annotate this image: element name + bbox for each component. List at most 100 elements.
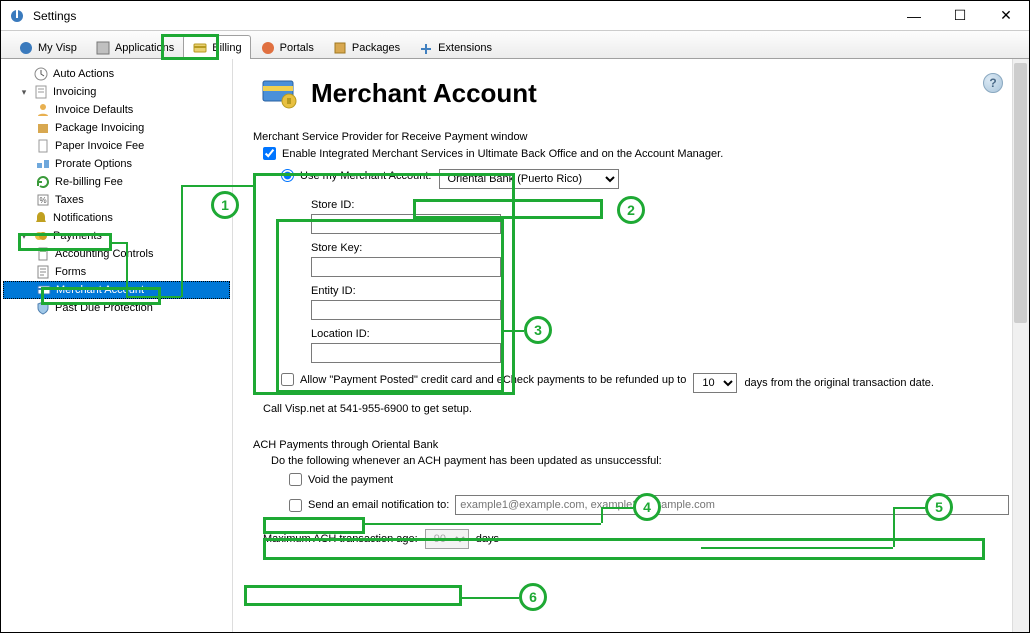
top-tabs: My Visp Applications Billing Portals Pac… xyxy=(1,31,1029,59)
minimize-button[interactable]: — xyxy=(891,1,937,30)
tab-applications[interactable]: Applications xyxy=(86,35,183,59)
field-label: Store Key: xyxy=(311,242,1009,254)
scrollbar[interactable] xyxy=(1012,59,1029,632)
invoice-icon xyxy=(33,84,49,100)
use-account-radio[interactable]: Use my Merchant Account: xyxy=(281,169,431,182)
bell-icon xyxy=(33,210,49,226)
titlebar: Settings — ☐ ✕ xyxy=(1,1,1029,31)
close-button[interactable]: ✕ xyxy=(983,1,1029,30)
visp-icon xyxy=(18,40,34,56)
store-key-input[interactable] xyxy=(311,257,501,277)
enable-merchant-checkbox[interactable]: Enable Integrated Merchant Services in U… xyxy=(263,147,723,160)
store-id-input[interactable] xyxy=(311,214,501,234)
billing-icon xyxy=(192,40,208,56)
person-icon xyxy=(35,102,51,118)
allow-refund-pre: Allow "Payment Posted" credit card and e… xyxy=(300,374,686,386)
payments-icon xyxy=(33,228,49,244)
applications-icon xyxy=(95,40,111,56)
tab-extensions[interactable]: Extensions xyxy=(409,35,501,59)
void-label: Void the payment xyxy=(308,474,393,486)
store-id-field: Store ID: xyxy=(311,199,1009,234)
settings-tree[interactable]: Auto Actions ▾ Invoicing Invoice Default… xyxy=(1,59,233,632)
location-id-field: Location ID: xyxy=(311,328,1009,363)
void-payment-checkbox-input[interactable] xyxy=(289,473,302,486)
caret-icon: ▾ xyxy=(19,231,29,241)
ach-section-title: ACH Payments through Oriental Bank xyxy=(253,439,1009,451)
tree-invoice-defaults[interactable]: Invoice Defaults xyxy=(3,101,230,119)
field-label: Location ID: xyxy=(311,328,1009,340)
help-icon[interactable]: ? xyxy=(983,73,1003,93)
tax-icon: % xyxy=(35,192,51,208)
allow-refund-checkbox[interactable]: Allow "Payment Posted" credit card and e… xyxy=(281,373,686,386)
email-label: Send an email notification to: xyxy=(308,499,449,511)
max-age-select: 90 xyxy=(425,529,469,549)
field-label: Store ID: xyxy=(311,199,1009,211)
tree-label: Auto Actions xyxy=(53,68,114,80)
scrollbar-thumb[interactable] xyxy=(1014,63,1027,323)
allow-refund-checkbox-input[interactable] xyxy=(281,373,294,386)
window-title: Settings xyxy=(33,9,891,23)
svg-text:%: % xyxy=(39,196,46,205)
use-account-label: Use my Merchant Account: xyxy=(300,170,431,182)
ach-section: ACH Payments through Oriental Bank Do th… xyxy=(253,439,1009,549)
shield-icon xyxy=(35,300,51,316)
tree-taxes[interactable]: % Taxes xyxy=(3,191,230,209)
tree-forms[interactable]: Forms xyxy=(3,263,230,281)
email-notify-checkbox-input[interactable] xyxy=(289,499,302,512)
tab-billing[interactable]: Billing xyxy=(183,35,250,59)
provider-section-title: Merchant Service Provider for Receive Pa… xyxy=(253,131,1009,143)
tab-label: Applications xyxy=(115,42,174,54)
tree-label: Past Due Protection xyxy=(55,302,153,314)
tree-auto-actions[interactable]: Auto Actions xyxy=(3,65,230,83)
tree-merchant-account[interactable]: Merchant Account xyxy=(3,281,230,299)
ach-instruction: Do the following whenever an ACH payment… xyxy=(253,455,1009,467)
tree-past-due-protection[interactable]: Past Due Protection xyxy=(3,299,230,317)
tab-portals[interactable]: Portals xyxy=(251,35,323,59)
void-payment-checkbox[interactable]: Void the payment xyxy=(289,473,393,486)
tree-label: Invoice Defaults xyxy=(55,104,133,116)
page-header: Merchant Account xyxy=(259,73,1009,113)
merchant-account-select[interactable]: Oriental Bank (Puerto Rico) xyxy=(439,169,619,189)
tree-rebilling-fee[interactable]: Re-billing Fee xyxy=(3,173,230,191)
tree-accounting-controls[interactable]: Accounting Controls xyxy=(3,245,230,263)
tree-label: Re-billing Fee xyxy=(55,176,123,188)
enable-merchant-checkbox-input[interactable] xyxy=(263,147,276,160)
tab-my-visp[interactable]: My Visp xyxy=(9,35,86,59)
prorate-icon xyxy=(35,156,51,172)
tree-paper-invoice-fee[interactable]: Paper Invoice Fee xyxy=(3,137,230,155)
tab-label: Extensions xyxy=(438,42,492,54)
tree-label: Notifications xyxy=(53,212,113,224)
calc-icon xyxy=(35,246,51,262)
entity-id-input[interactable] xyxy=(311,300,501,320)
use-account-radio-input[interactable] xyxy=(281,169,294,182)
tree-prorate-options[interactable]: Prorate Options xyxy=(3,155,230,173)
packages-icon xyxy=(332,40,348,56)
max-age-label: Maximum ACH transaction age: xyxy=(263,533,418,545)
email-notify-checkbox[interactable]: Send an email notification to: xyxy=(289,499,449,512)
tab-label: Portals xyxy=(280,42,314,54)
entity-id-field: Entity ID: xyxy=(311,285,1009,320)
tree-notifications[interactable]: Notifications xyxy=(3,209,230,227)
field-label: Entity ID: xyxy=(311,285,1009,297)
merchant-account-icon xyxy=(259,73,299,113)
refund-days-select[interactable]: 10 xyxy=(693,373,737,393)
package-icon xyxy=(35,120,51,136)
tree-label: Package Invoicing xyxy=(55,122,144,134)
portals-icon xyxy=(260,40,276,56)
tree-label: Paper Invoice Fee xyxy=(55,140,144,152)
rebill-icon xyxy=(35,174,51,190)
max-age-post: days xyxy=(476,533,499,545)
page-title: Merchant Account xyxy=(311,78,537,109)
maximize-button[interactable]: ☐ xyxy=(937,1,983,30)
location-id-input[interactable] xyxy=(311,343,501,363)
setup-text: Call Visp.net at 541-955-6900 to get set… xyxy=(253,403,1009,415)
tree-package-invoicing[interactable]: Package Invoicing xyxy=(3,119,230,137)
tab-packages[interactable]: Packages xyxy=(323,35,409,59)
app-icon xyxy=(9,8,25,24)
tab-label: Packages xyxy=(352,42,400,54)
tab-label: Billing xyxy=(212,42,241,54)
tree-label: Merchant Account xyxy=(56,284,144,296)
tree-invoicing[interactable]: ▾ Invoicing xyxy=(3,83,230,101)
tree-label: Forms xyxy=(55,266,86,278)
tree-label: Payments xyxy=(53,230,102,242)
